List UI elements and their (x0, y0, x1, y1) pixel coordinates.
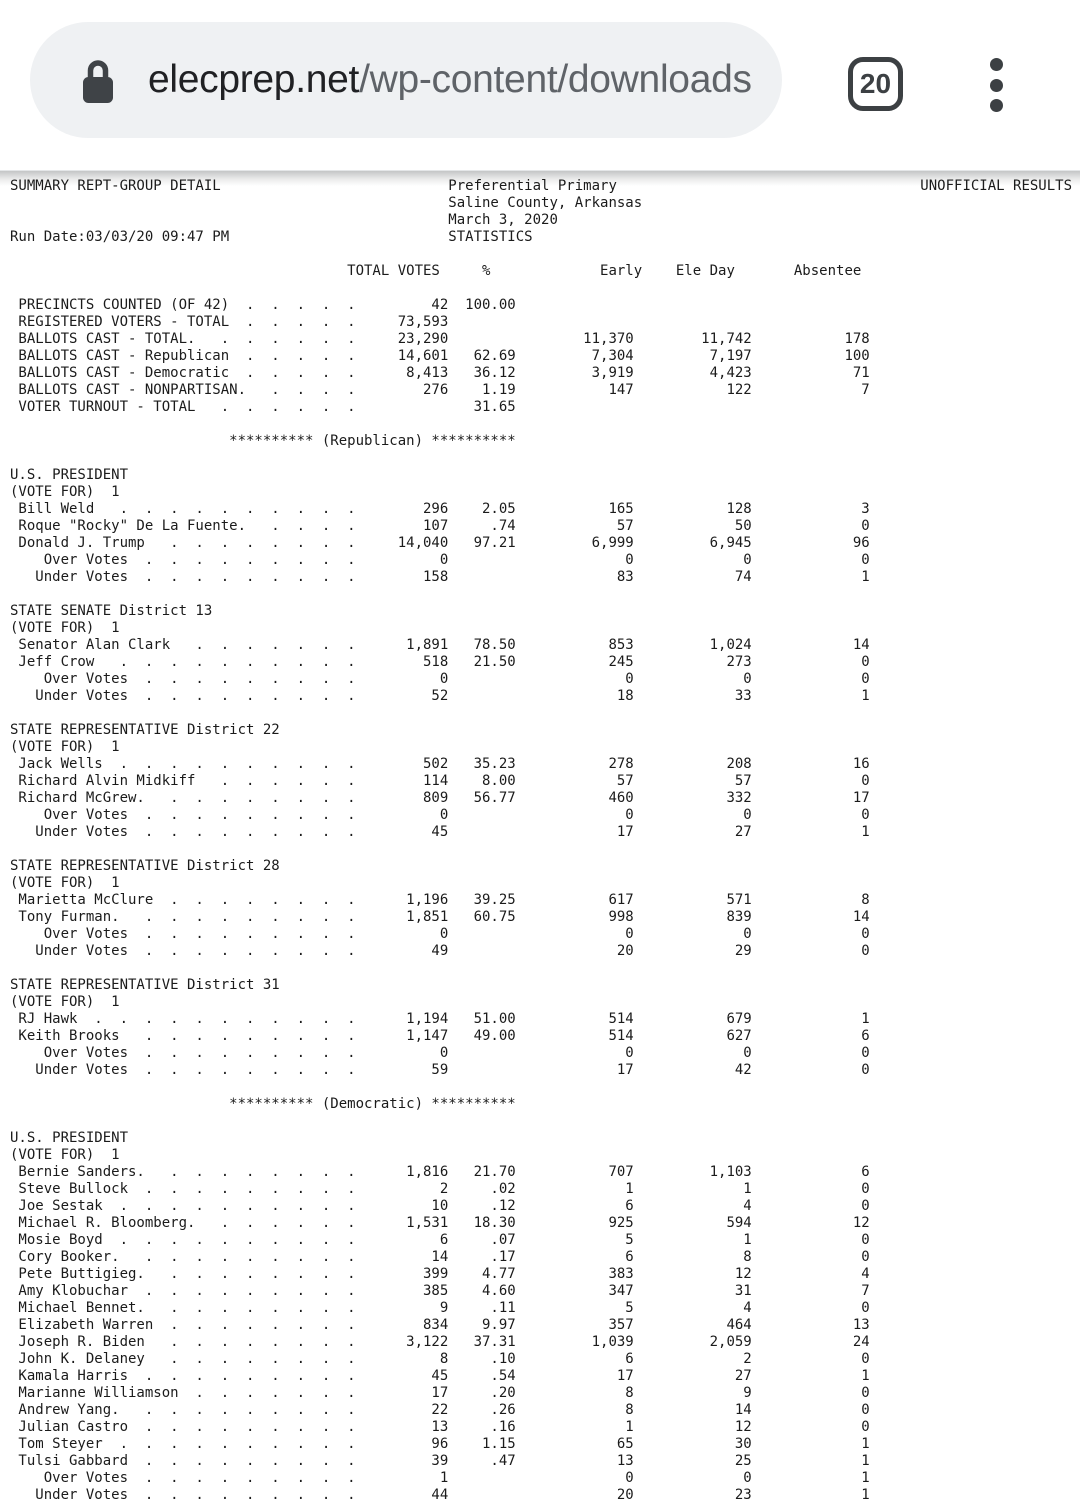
stats-row: BALLOTS CAST - Democratic . . . . . 8,41… (10, 365, 870, 381)
result-row: Jack Wells . . . . . . . . . . 502 35.23… (10, 756, 870, 772)
result-row: Roque "Rocky" De La Fuente. . . . . 107 … (10, 518, 870, 534)
report-header-line: March 3, 2020 (10, 212, 558, 228)
result-row: Julian Castro . . . . . . . . . 13 .16 1… (10, 1419, 870, 1435)
browser-toolbar: elecprep.net/wp-content/downloads 20 (0, 0, 1080, 170)
result-row: Michael Bennet. . . . . . . . . 9 .11 5 … (10, 1300, 870, 1316)
contest-title: STATE SENATE District 13 (10, 603, 213, 619)
spacer-line (10, 246, 1072, 263)
report-document: SUMMARY REPT-GROUP DETAIL Preferential P… (0, 178, 1072, 1504)
result-row: Under Votes . . . . . . . . . 158 83 74 … (10, 569, 870, 585)
result-row: Michael R. Bloomberg. . . . . . . 1,531 … (10, 1215, 870, 1231)
result-row: Under Votes . . . . . . . . . 45 17 27 1 (10, 824, 870, 840)
stats-row: BALLOTS CAST - Republican . . . . . 14,6… (10, 348, 870, 364)
spacer-line (10, 960, 1072, 977)
spacer-line (10, 280, 1072, 297)
spacer-line (10, 1079, 1072, 1096)
result-row: Marietta McClure . . . . . . . . 1,196 3… (10, 892, 870, 908)
result-row: Pete Buttigieg. . . . . . . . . 399 4.77… (10, 1266, 870, 1282)
party-banner: ********** (Democratic) ********** (10, 1096, 516, 1112)
contest-title: STATE REPRESENTATIVE District 28 (10, 858, 280, 874)
party-banner: ********** (Republican) ********** (10, 433, 516, 449)
stats-row: REGISTERED VOTERS - TOTAL . . . . . 73,5… (10, 314, 449, 330)
stats-row: BALLOTS CAST - TOTAL. . . . . . . 23,290… (10, 331, 870, 347)
column-headers: TOTAL VOTES % Early Ele Day Absentee (10, 263, 862, 279)
result-row: Marianne Williamson . . . . . . . 17 .20… (10, 1385, 870, 1401)
spacer-line (10, 705, 1072, 722)
contest-title: U.S. PRESIDENT (10, 467, 129, 483)
result-row: Jeff Crow . . . . . . . . . . 518 21.50 … (10, 654, 870, 670)
kebab-menu-icon (990, 78, 1003, 92)
spacer-line (10, 1113, 1072, 1130)
result-row: Joe Sestak . . . . . . . . . . 10 .12 6 … (10, 1198, 870, 1214)
stats-row: PRECINCTS COUNTED (OF 42) . . . . . 42 1… (10, 297, 516, 313)
result-row: Over Votes . . . . . . . . . 0 0 0 0 (10, 807, 870, 823)
result-row: Tulsi Gabbard . . . . . . . . . 39 .47 1… (10, 1453, 870, 1469)
result-row: Kamala Harris . . . . . . . . . 45 .54 1… (10, 1368, 870, 1384)
result-row: Amy Klobuchar . . . . . . . . . 385 4.60… (10, 1283, 870, 1299)
contest-vote-for: (VOTE FOR) 1 (10, 620, 120, 636)
result-row: Tom Steyer . . . . . . . . . . 96 1.15 6… (10, 1436, 870, 1452)
spacer-line (10, 416, 1072, 433)
result-row: John K. Delaney . . . . . . . . 8 .10 6 … (10, 1351, 870, 1367)
result-row: Over Votes . . . . . . . . . 1 0 0 1 (10, 1470, 870, 1486)
result-row: Under Votes . . . . . . . . . 59 17 42 0 (10, 1062, 870, 1078)
result-row: Tony Furman. . . . . . . . . . 1,851 60.… (10, 909, 870, 925)
contest-title: STATE REPRESENTATIVE District 31 (10, 977, 280, 993)
tab-count: 20 (859, 68, 892, 99)
spacer-line (10, 586, 1072, 603)
result-row: Under Votes . . . . . . . . . 49 20 29 0 (10, 943, 870, 959)
stats-row: VOTER TURNOUT - TOTAL . . . . . . 31.65 (10, 399, 516, 415)
tab-counter-button[interactable]: 20 (848, 57, 903, 111)
contest-vote-for: (VOTE FOR) 1 (10, 739, 120, 755)
url-host: elecprep.net (148, 58, 360, 101)
url-path: /wp-content/downloads (359, 58, 752, 101)
result-row: Cory Booker. . . . . . . . . . 14 .17 6 … (10, 1249, 870, 1265)
spacer-line (10, 841, 1072, 858)
stats-row: BALLOTS CAST - NONPARTISAN. . . . . 276 … (10, 382, 870, 398)
result-row: Richard Alvin Midkiff . . . . . . 114 8.… (10, 773, 870, 789)
report-header-line: Run Date:03/03/20 09:47 PM STATISTICS (10, 229, 533, 245)
result-row: Richard McGrew. . . . . . . . . 809 56.7… (10, 790, 870, 806)
url-text: elecprep.net/wp-content/downloads (148, 58, 752, 102)
contest-vote-for: (VOTE FOR) 1 (10, 1147, 120, 1163)
result-row: Senator Alan Clark . . . . . . . 1,891 7… (10, 637, 870, 653)
result-row: Andrew Yang. . . . . . . . . . 22 .26 8 … (10, 1402, 870, 1418)
result-row: Over Votes . . . . . . . . . 0 0 0 0 (10, 1045, 870, 1061)
result-row: Steve Bullock . . . . . . . . . 2 .02 1 … (10, 1181, 870, 1197)
lock-icon[interactable] (80, 57, 116, 105)
result-row: Bill Weld . . . . . . . . . . 296 2.05 1… (10, 501, 870, 517)
result-row: Mosie Boyd . . . . . . . . . . 6 .07 5 1… (10, 1232, 870, 1248)
menu-button[interactable] (990, 58, 1004, 112)
document-viewport[interactable]: SUMMARY REPT-GROUP DETAIL Preferential P… (0, 170, 1080, 1505)
result-row: RJ Hawk . . . . . . . . . . . 1,194 51.0… (10, 1011, 870, 1027)
result-row: Under Votes . . . . . . . . . 44 20 23 1 (10, 1487, 870, 1503)
result-row: Keith Brooks . . . . . . . . . 1,147 49.… (10, 1028, 870, 1044)
kebab-menu-icon (990, 58, 1003, 71)
contest-title: U.S. PRESIDENT (10, 1130, 129, 1146)
result-row: Over Votes . . . . . . . . . 0 0 0 0 (10, 671, 870, 687)
contest-title: STATE REPRESENTATIVE District 22 (10, 722, 280, 738)
contest-vote-for: (VOTE FOR) 1 (10, 994, 120, 1010)
spacer-line (10, 450, 1072, 467)
result-row: Elizabeth Warren . . . . . . . . 834 9.9… (10, 1317, 870, 1333)
report-header-line: Saline County, Arkansas (10, 195, 643, 211)
contest-vote-for: (VOTE FOR) 1 (10, 484, 120, 500)
contest-vote-for: (VOTE FOR) 1 (10, 875, 120, 891)
report-header-line: SUMMARY REPT-GROUP DETAIL Preferential P… (10, 178, 1073, 194)
result-row: Over Votes . . . . . . . . . 0 0 0 0 (10, 926, 870, 942)
result-row: Joseph R. Biden . . . . . . . . 3,122 37… (10, 1334, 870, 1350)
result-row: Donald J. Trump . . . . . . . . 14,040 9… (10, 535, 870, 551)
result-row: Over Votes . . . . . . . . . 0 0 0 0 (10, 552, 870, 568)
result-row: Bernie Sanders. . . . . . . . . 1,816 21… (10, 1164, 870, 1180)
url-bar[interactable]: elecprep.net/wp-content/downloads (30, 22, 782, 138)
result-row: Under Votes . . . . . . . . . 52 18 33 1 (10, 688, 870, 704)
kebab-menu-icon (990, 99, 1003, 112)
